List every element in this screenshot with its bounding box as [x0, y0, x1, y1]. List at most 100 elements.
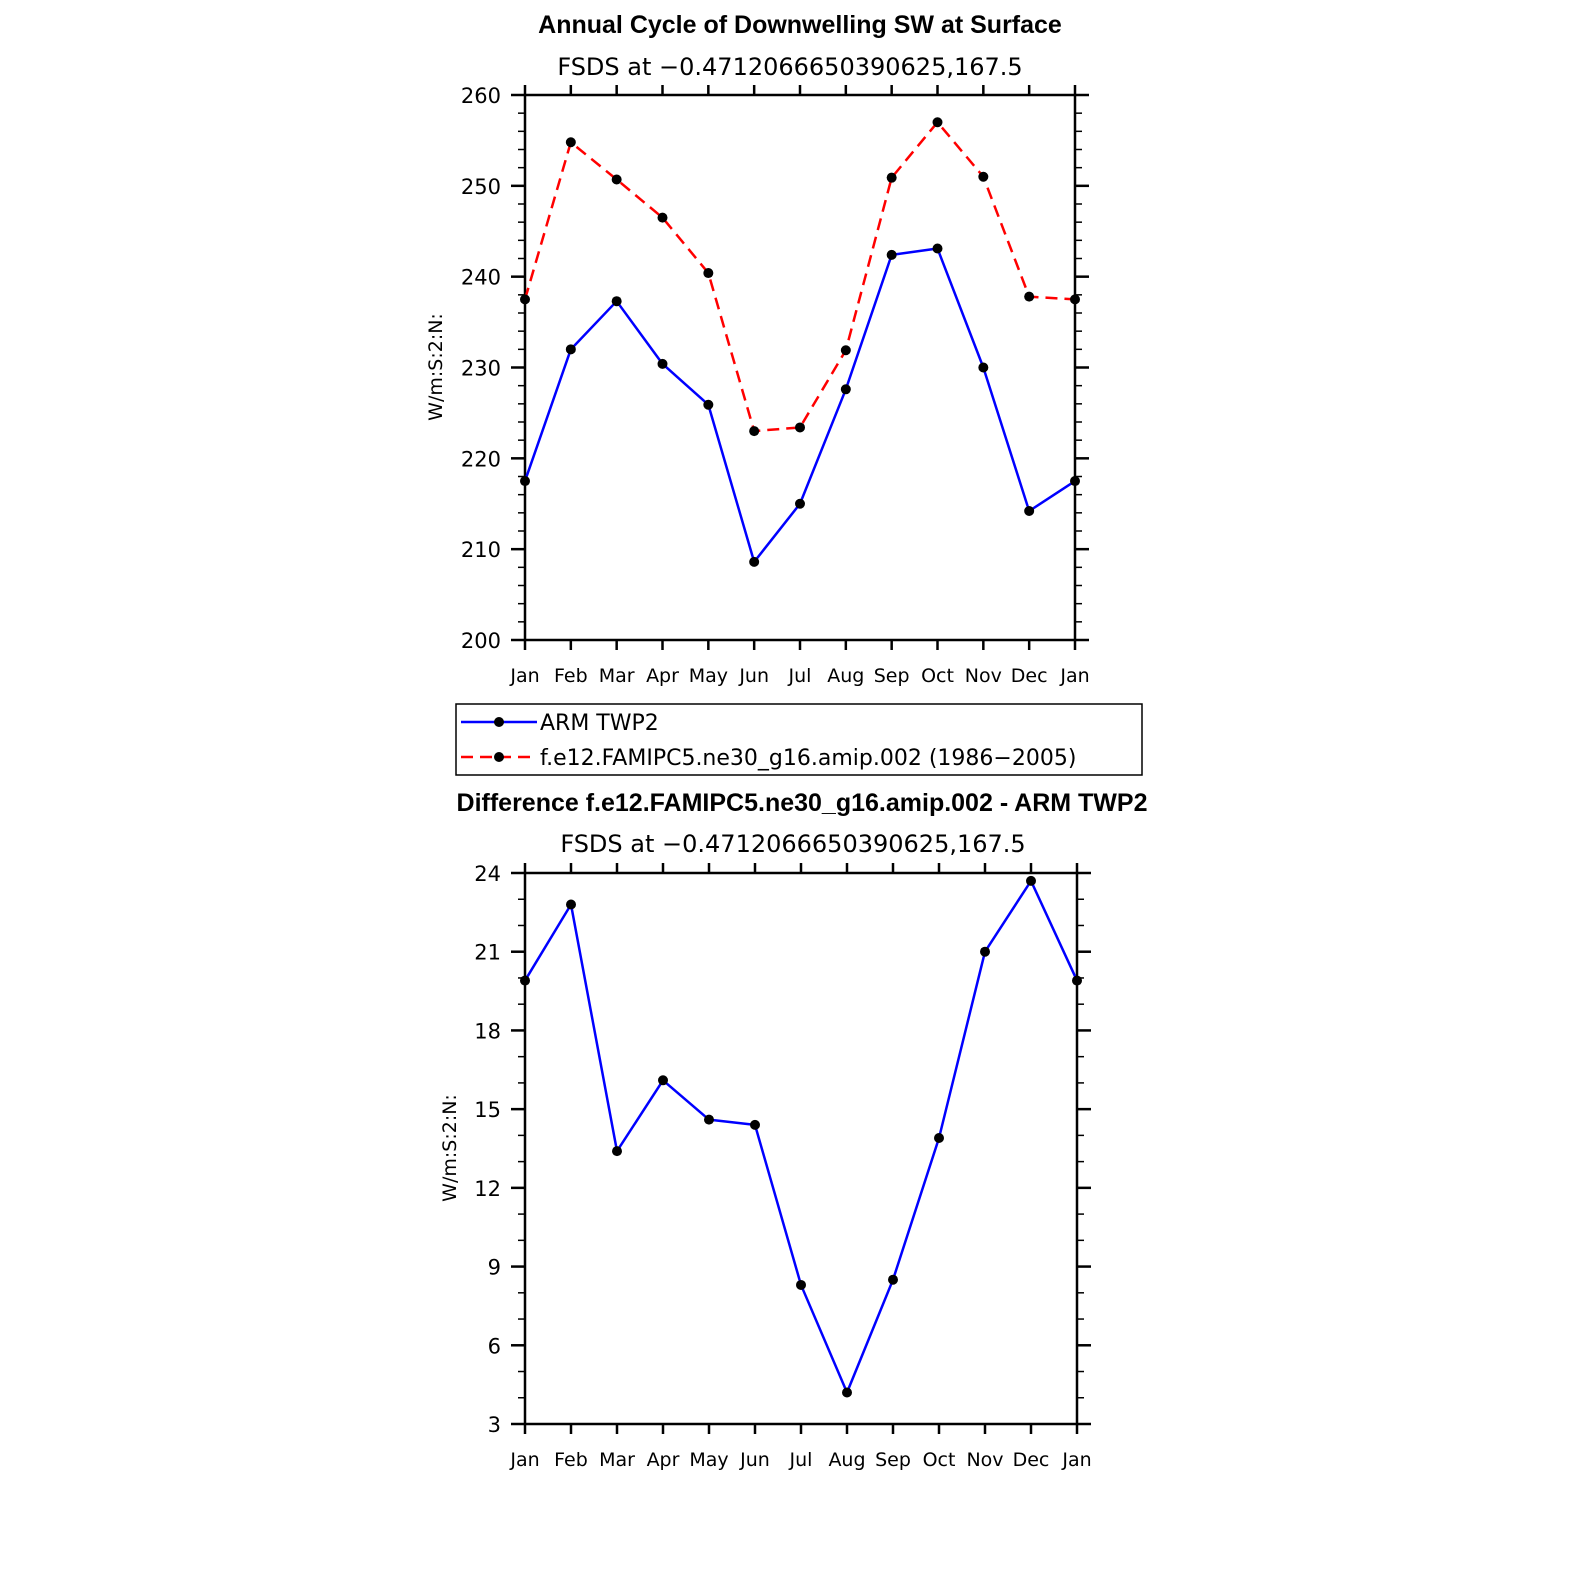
series-layer — [520, 875, 1082, 1398]
series-line — [523, 121, 1076, 433]
x-tick-label: Oct — [921, 665, 954, 687]
legend-marker-model — [494, 752, 504, 762]
data-point — [886, 249, 897, 260]
data-point — [520, 476, 530, 487]
data-point — [1070, 476, 1080, 487]
data-point — [565, 137, 576, 148]
x-tick-label: Mar — [599, 1449, 635, 1471]
legend-marker-arm — [494, 717, 504, 727]
series-line — [523, 247, 1076, 564]
x-tick-label: Jan — [509, 1449, 539, 1471]
x-tick-label: Oct — [923, 1449, 956, 1471]
data-point — [703, 268, 714, 279]
y-tick-label: 9 — [488, 1256, 501, 1280]
data-point — [1070, 294, 1080, 305]
y-tick-label: 240 — [461, 266, 501, 290]
y-tick-label: 6 — [488, 1334, 501, 1358]
data-point — [840, 384, 851, 395]
chart-subtitle: FSDS at −0.4712066650390625,167.5 — [560, 830, 1025, 858]
chart-subtitle: FSDS at −0.4712066650390625,167.5 — [557, 53, 1022, 81]
x-tick-label: Sep — [875, 1449, 911, 1471]
data-point — [750, 1119, 760, 1130]
series-line — [523, 879, 1079, 1394]
x-tick-label: Mar — [599, 665, 635, 687]
x-tick-label: Jan — [1061, 1449, 1091, 1471]
x-tick-label: Apr — [646, 665, 679, 687]
data-point — [566, 899, 576, 910]
data-point — [1072, 975, 1082, 986]
plot-frame — [523, 871, 1079, 1426]
x-tick-label: Feb — [554, 1449, 588, 1471]
chart-title: Annual Cycle of Downwelling SW at Surfac… — [538, 11, 1062, 39]
x-tick-label: May — [689, 1449, 728, 1471]
x-tick-label: Dec — [1011, 665, 1048, 687]
y-tick-label: 12 — [474, 1177, 501, 1201]
data-point — [932, 243, 943, 254]
y-tick-label: 210 — [461, 538, 501, 562]
data-point — [934, 1133, 944, 1144]
series-layer — [520, 117, 1080, 567]
data-point — [658, 1075, 668, 1086]
x-tick-label: May — [689, 665, 728, 687]
data-point — [796, 1279, 806, 1290]
annual-cycle-panel: Annual Cycle of Downwelling SW at Surfac… — [425, 11, 1090, 687]
data-point — [611, 174, 622, 185]
data-point — [1024, 506, 1035, 517]
legend-label-model: f.e12.FAMIPC5.ne30_g16.amip.002 (1986−20… — [540, 746, 1076, 771]
y-tick-label: 260 — [461, 84, 501, 108]
plot-frame — [523, 93, 1077, 642]
y-tick-label: 220 — [461, 447, 501, 471]
data-point — [978, 362, 989, 373]
data-point — [703, 399, 714, 410]
x-tick-label: Nov — [965, 665, 1002, 687]
x-tick-label: Dec — [1013, 1449, 1050, 1471]
y-tick-label: 15 — [474, 1098, 501, 1122]
x-tick-label: Jun — [739, 1449, 770, 1471]
data-point — [520, 294, 530, 305]
data-point — [1026, 875, 1036, 886]
data-point — [888, 1274, 898, 1285]
x-tick-label: Sep — [874, 665, 910, 687]
x-tick-labels: Jan Feb Mar Apr May Jun Jul Aug Sep Oct Nov Dec Jan — [509, 665, 1089, 687]
data-point — [1024, 291, 1035, 302]
data-point — [749, 426, 760, 437]
difference-panel: Difference f.e12.FAMIPC5.ne30_g16.amip.0… — [439, 789, 1147, 1471]
data-point — [978, 171, 989, 182]
chart-title: Difference f.e12.FAMIPC5.ne30_g16.amip.0… — [457, 789, 1148, 817]
data-point — [565, 344, 576, 355]
data-point — [932, 117, 943, 128]
y-tick-labels: 3 6 9 12 15 18 21 24 — [474, 862, 501, 1437]
y-tick-label: 230 — [461, 357, 501, 381]
y-axis-label: W/m:S:2:N: — [439, 1094, 461, 1202]
data-point — [704, 1114, 714, 1125]
x-tick-label: Aug — [827, 665, 864, 687]
data-point — [520, 975, 530, 986]
x-tick-label: Jul — [789, 1449, 813, 1471]
x-tick-label: Feb — [554, 665, 588, 687]
data-point — [886, 172, 897, 183]
x-tick-label: Jan — [509, 665, 539, 687]
data-point — [840, 345, 851, 356]
x-tick-labels: Jan Feb Mar Apr May Jun Jul Aug Sep Oct Nov Dec Jan — [509, 1449, 1091, 1471]
y-tick-label: 24 — [474, 862, 501, 886]
data-point — [795, 422, 805, 433]
y-tick-label: 200 — [461, 629, 501, 653]
y-tick-labels: 200 210 220 230 240 250 260 — [461, 84, 501, 653]
data-point — [657, 212, 668, 223]
y-tick-label: 3 — [488, 1413, 501, 1437]
y-tick-label: 18 — [474, 1019, 501, 1043]
data-point — [842, 1387, 852, 1398]
x-tick-label: Aug — [828, 1449, 865, 1471]
legend-box — [455, 703, 1143, 776]
x-tick-label: Nov — [966, 1449, 1003, 1471]
x-tick-label: Apr — [647, 1449, 680, 1471]
y-tick-label: 250 — [461, 175, 501, 199]
legend: ARM TWP2 f.e12.FAMIPC5.ne30_g16.amip.002… — [455, 703, 1143, 776]
tick-marks — [511, 863, 1091, 1434]
data-point — [749, 556, 760, 567]
data-point — [611, 296, 622, 307]
tick-marks — [511, 85, 1089, 650]
x-tick-label: Jul — [788, 665, 812, 687]
